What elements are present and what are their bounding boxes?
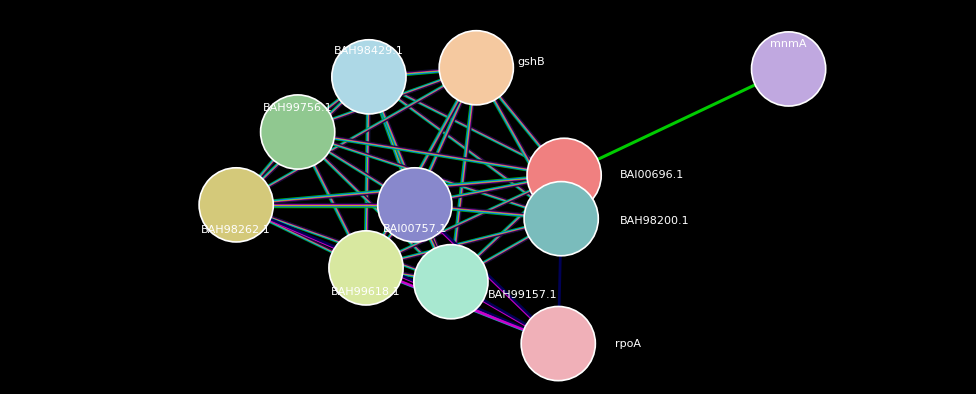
Text: BAH99618.1: BAH99618.1 (331, 287, 401, 297)
Ellipse shape (527, 138, 601, 212)
Ellipse shape (261, 95, 335, 169)
Ellipse shape (524, 182, 598, 256)
Text: mnmA: mnmA (770, 39, 807, 49)
Text: BAH99756.1: BAH99756.1 (263, 103, 333, 113)
Ellipse shape (521, 307, 595, 381)
Ellipse shape (329, 231, 403, 305)
Text: BAH98262.1: BAH98262.1 (201, 225, 271, 236)
Ellipse shape (199, 168, 273, 242)
Text: rpoA: rpoA (615, 338, 641, 349)
Ellipse shape (752, 32, 826, 106)
Text: BAI00696.1: BAI00696.1 (620, 170, 684, 180)
Ellipse shape (414, 245, 488, 319)
Text: gshB: gshB (517, 57, 545, 67)
Ellipse shape (439, 31, 513, 105)
Ellipse shape (378, 168, 452, 242)
Ellipse shape (332, 40, 406, 114)
Text: BAH99157.1: BAH99157.1 (488, 290, 557, 300)
Text: BAH98429.1: BAH98429.1 (334, 46, 404, 56)
Text: BAI00757.1: BAI00757.1 (383, 224, 447, 234)
Text: BAH98200.1: BAH98200.1 (620, 216, 689, 226)
